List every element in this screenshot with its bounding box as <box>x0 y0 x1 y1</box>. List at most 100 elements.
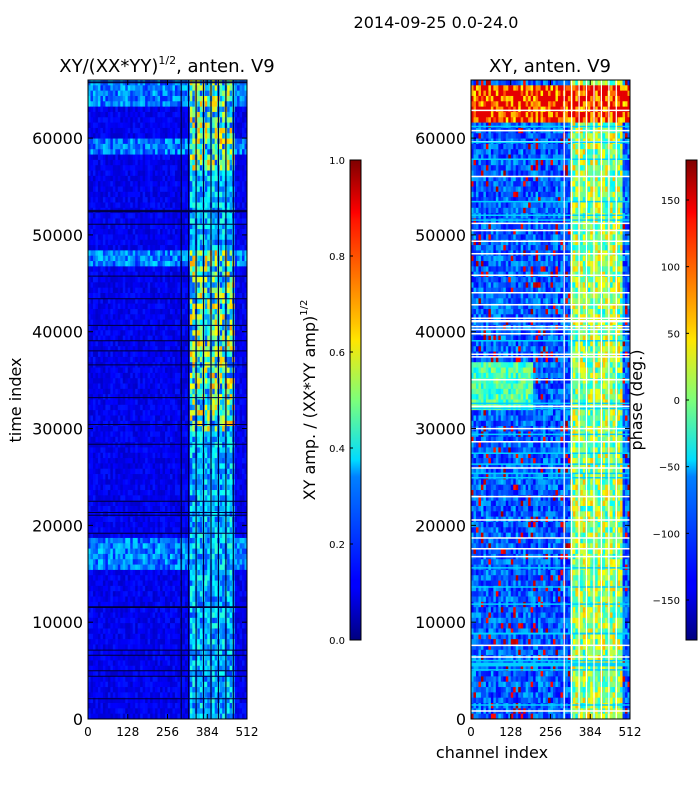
heatmap-cell <box>132 250 136 257</box>
heatmap-cell <box>207 356 211 363</box>
heatmap-cell <box>100 191 104 198</box>
heatmap-cell <box>135 463 139 470</box>
heatmap-cell <box>177 277 181 283</box>
heatmap-cell <box>102 271 106 278</box>
heatmap-cell <box>90 468 94 475</box>
heatmap-cell <box>204 245 208 251</box>
heatmap-cell <box>107 175 111 182</box>
heatmap-cell <box>160 474 163 480</box>
heatmap-cell <box>165 308 168 315</box>
heatmap-cell <box>244 229 247 235</box>
heatmap-cell <box>140 415 144 422</box>
heatmap-cell <box>107 154 111 161</box>
heatmap-cell <box>102 474 106 480</box>
heatmap-cell <box>88 490 91 496</box>
heatmap-cell <box>214 261 218 267</box>
heatmap-cell <box>155 474 158 480</box>
heatmap-cell <box>125 138 129 145</box>
heatmap-cell <box>174 245 178 251</box>
heatmap-cell <box>227 85 231 92</box>
heatmap-cell <box>204 191 208 198</box>
heatmap-cell <box>140 85 144 92</box>
heatmap-cell <box>167 436 171 443</box>
heatmap-cell <box>142 282 146 289</box>
heatmap-cell <box>189 415 193 422</box>
heatmap-cell <box>127 165 131 171</box>
heatmap-cell <box>177 245 181 251</box>
heatmap-cell <box>120 170 124 177</box>
heatmap-cell <box>174 149 178 155</box>
heatmap-cell <box>174 394 178 400</box>
heatmap-cell <box>167 202 171 209</box>
heatmap-cell <box>147 452 151 459</box>
heatmap-cell <box>105 468 109 475</box>
heatmap-cell <box>140 335 144 342</box>
heatmap-cell <box>130 223 134 230</box>
heatmap-cell <box>167 181 171 187</box>
heatmap-cell <box>222 282 226 289</box>
heatmap-cell <box>105 175 109 182</box>
heatmap-cell <box>189 410 193 416</box>
heatmap-cell <box>242 404 245 411</box>
heatmap-cell <box>199 394 203 400</box>
heatmap-cell <box>132 282 136 289</box>
heatmap-cell <box>184 303 188 310</box>
heatmap-cell <box>112 303 116 310</box>
heatmap-cell <box>192 287 196 294</box>
heatmap-cell <box>172 170 176 177</box>
heatmap-cell <box>184 186 188 193</box>
heatmap-cell <box>145 340 149 347</box>
heatmap-cell <box>242 101 245 108</box>
heatmap-cell <box>100 431 104 438</box>
heatmap-cell <box>177 474 181 480</box>
heatmap-cell <box>160 314 163 321</box>
heatmap-cell <box>145 175 149 182</box>
heatmap-cell <box>222 372 226 379</box>
heatmap-cell <box>115 436 119 443</box>
heatmap-cell <box>155 282 158 289</box>
heatmap-cell <box>162 85 166 92</box>
heatmap-cell <box>172 213 176 219</box>
heatmap-cell <box>125 95 129 102</box>
heatmap-cell <box>229 474 233 480</box>
heatmap-cell <box>90 404 94 411</box>
heatmap-cell <box>177 85 181 92</box>
heatmap-cell <box>229 458 233 464</box>
heatmap-cell <box>117 356 121 363</box>
heatmap-cell <box>92 356 96 363</box>
heatmap-cell <box>197 149 201 155</box>
heatmap-cell <box>199 436 203 443</box>
heatmap-cell <box>100 117 104 124</box>
heatmap-cell <box>199 308 203 315</box>
heatmap-cell <box>102 426 106 432</box>
heatmap-cell <box>115 308 119 315</box>
left-panel-title: XY/(XX*YY)1/2, anten. V9 <box>59 54 274 77</box>
heatmap-cell <box>88 479 91 486</box>
heatmap-cell <box>157 250 161 257</box>
heatmap-cell <box>160 197 163 203</box>
heatmap-cell <box>172 95 176 102</box>
heatmap-cell <box>117 293 121 299</box>
heatmap-cell <box>242 277 245 283</box>
heatmap-cell <box>135 468 139 475</box>
heatmap-cell <box>239 303 243 310</box>
heatmap-cell <box>207 165 211 171</box>
heatmap-cell <box>242 463 245 470</box>
heatmap-cell <box>132 213 136 219</box>
heatmap-cell <box>152 420 156 427</box>
heatmap-cell <box>204 420 208 427</box>
heatmap-cell <box>234 484 238 491</box>
heatmap-cell <box>219 85 223 92</box>
heatmap-cell <box>234 101 238 108</box>
heatmap-cell <box>244 442 247 448</box>
heatmap-cell <box>112 447 116 454</box>
heatmap-cell <box>102 181 106 187</box>
heatmap-cell <box>97 399 101 406</box>
heatmap-cell <box>127 442 131 448</box>
heatmap-cell <box>135 165 139 171</box>
heatmap-cell <box>150 394 153 400</box>
heatmap-cell <box>120 255 124 262</box>
heatmap-cell <box>110 479 114 486</box>
heatmap-cell <box>162 346 166 352</box>
heatmap-cell <box>212 95 216 102</box>
